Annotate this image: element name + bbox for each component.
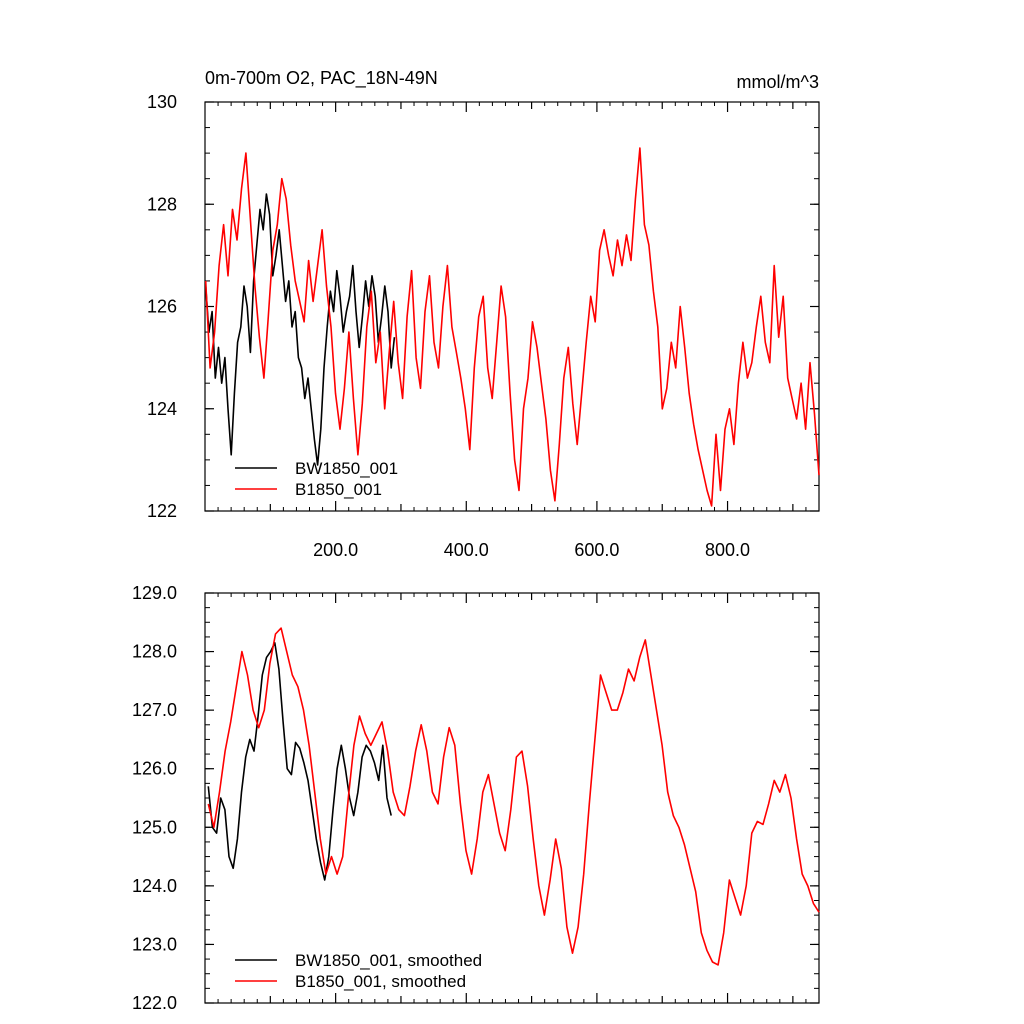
top-ytick-label: 126	[147, 297, 177, 317]
bottom-legend-label-0: BW1850_001, smoothed	[295, 951, 482, 970]
bottom-ytick-label: 126.0	[132, 759, 177, 779]
bottom-panel: 122.0 123.0 124.0 125.0 126.0 127.0 128.0 129.0…	[132, 583, 820, 1013]
bottom-series-line-0	[207, 641, 392, 881]
top-plot-frame	[204, 101, 820, 512]
bottom-ytick-label: 122.0	[132, 993, 177, 1013]
bottom-ytick-label: 129.0	[132, 583, 177, 603]
bottom-ytick-label: 124.0	[132, 876, 177, 896]
top-xtick-label: 600.0	[574, 540, 619, 560]
top-series-line-1	[204, 147, 820, 507]
top-xtick-label: 200.0	[313, 540, 358, 560]
top-xtick-label: 800.0	[705, 540, 750, 560]
top-legend-label-0: BW1850_001	[295, 459, 398, 478]
bottom-ytick-label: 125.0	[132, 817, 177, 837]
top-panel: 0m-700m O2, PAC_18N-49N mmol/m^3 122 124 1…	[147, 68, 820, 560]
top-ytick-label: 124	[147, 399, 177, 419]
bottom-ytick-label: 123.0	[132, 934, 177, 954]
top-panel-units: mmol/m^3	[737, 72, 819, 92]
bottom-series-line-1	[207, 627, 820, 966]
top-legend-label-1: B1850_001	[295, 480, 382, 499]
top-panel-title: 0m-700m O2, PAC_18N-49N	[205, 68, 438, 89]
bottom-legend-label-1: B1850_001, smoothed	[295, 972, 466, 991]
top-xtick-label: 400.0	[444, 540, 489, 560]
bottom-ytick-label: 127.0	[132, 700, 177, 720]
top-ytick-label: 128	[147, 194, 177, 214]
top-ytick-label: 122	[147, 501, 177, 521]
top-ytick-label: 130	[147, 92, 177, 112]
bottom-ytick-label: 128.0	[132, 642, 177, 662]
top-series-line-0	[204, 193, 396, 466]
